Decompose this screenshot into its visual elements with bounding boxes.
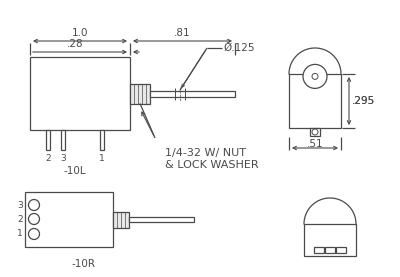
Bar [30, 57, 130, 130]
Circle shape [312, 129, 318, 135]
Text: 1: 1 [99, 154, 105, 163]
Bar [289, 74, 341, 128]
Text: 3: 3 [60, 154, 66, 163]
Text: .295: .295 [352, 96, 375, 106]
Text: 2: 2 [45, 154, 51, 163]
Bar [61, 130, 65, 150]
Bar [314, 247, 324, 253]
Circle shape [28, 229, 40, 240]
Bar [46, 130, 50, 150]
Text: .81: .81 [174, 28, 191, 38]
Text: 3: 3 [17, 201, 23, 209]
Circle shape [28, 199, 40, 211]
Bar [304, 224, 356, 256]
Text: 1/4-32 W/ NUT
& LOCK WASHER: 1/4-32 W/ NUT & LOCK WASHER [165, 148, 259, 170]
Bar [25, 192, 113, 247]
Bar [150, 91, 235, 96]
Text: .51: .51 [307, 139, 323, 149]
Text: 1.0: 1.0 [72, 28, 88, 38]
Circle shape [28, 214, 40, 224]
Text: 2: 2 [17, 214, 23, 224]
Circle shape [312, 73, 318, 79]
Text: -10L: -10L [64, 166, 86, 176]
Bar [310, 128, 320, 136]
Text: -10R: -10R [72, 259, 96, 269]
Text: 1: 1 [17, 230, 23, 238]
Circle shape [303, 64, 327, 88]
Bar [129, 217, 194, 222]
Bar [325, 247, 335, 253]
Text: Ø.125: Ø.125 [223, 43, 254, 53]
Bar [130, 83, 150, 104]
Text: .295: .295 [352, 96, 375, 106]
Bar [336, 247, 346, 253]
Text: .28: .28 [67, 39, 83, 49]
Bar [113, 212, 129, 227]
Bar [100, 130, 104, 150]
